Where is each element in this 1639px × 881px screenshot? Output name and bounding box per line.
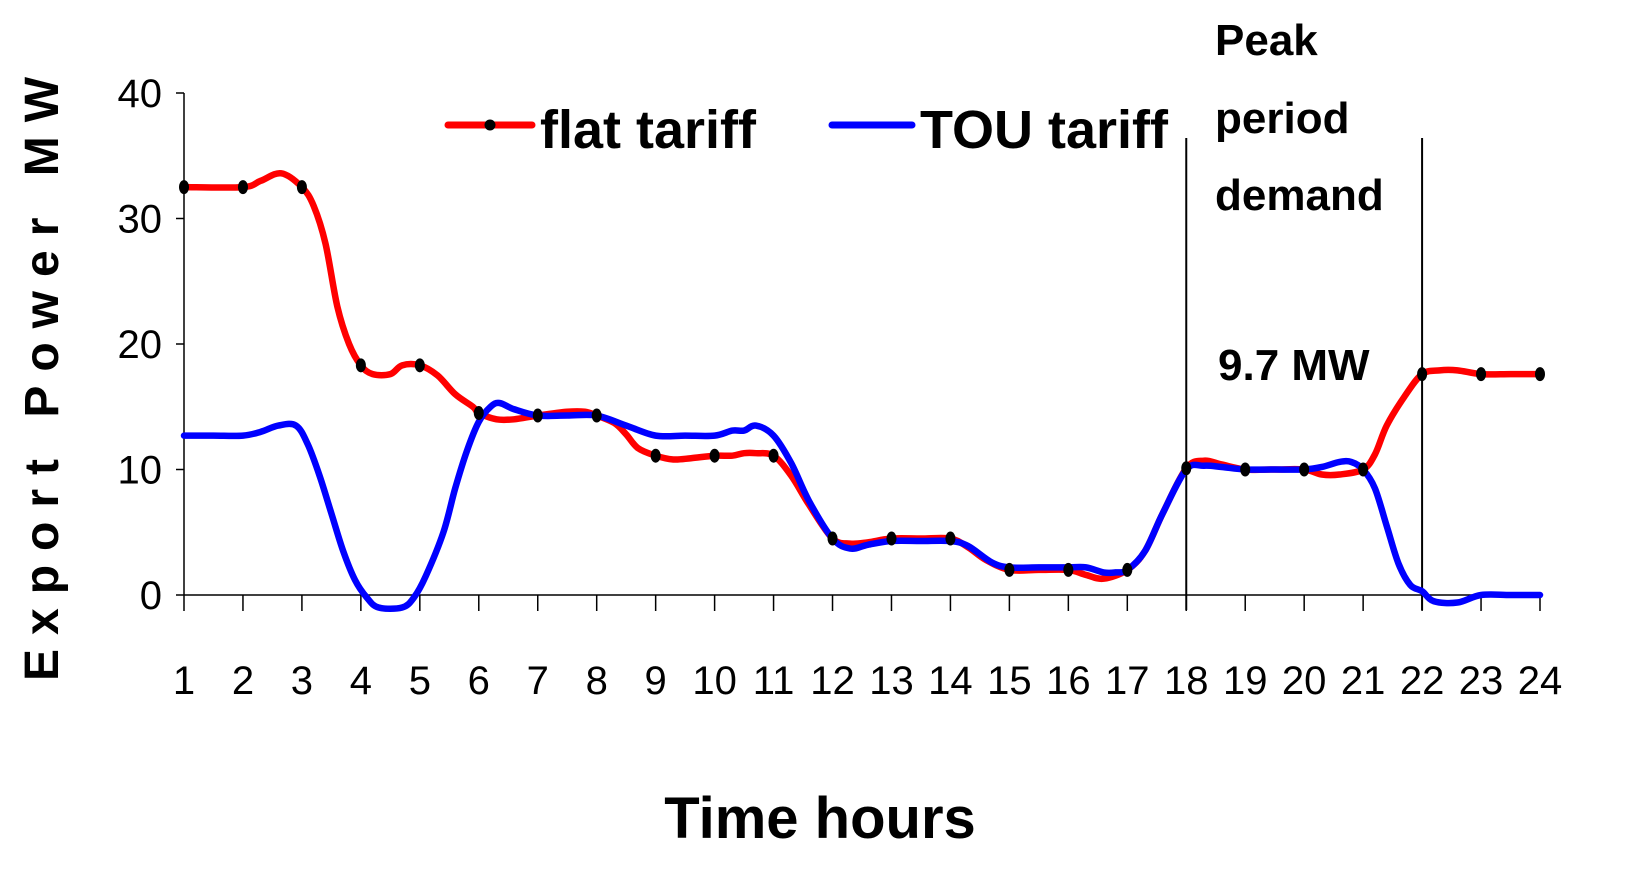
y-tick-label: 30 (118, 198, 163, 242)
y-tick-label: 10 (118, 449, 163, 493)
x-tick-label: 21 (1341, 659, 1386, 703)
data-point-flat-tariff (473, 406, 484, 421)
peak-annotation-line-2: period (1215, 94, 1349, 143)
data-point-flat-tariff (650, 448, 661, 463)
data-point-flat-tariff (1122, 562, 1133, 577)
data-point-flat-tariff (355, 358, 366, 373)
series-layer (179, 169, 1545, 613)
x-tick-label: 19 (1223, 659, 1268, 703)
x-tick-label: 16 (1046, 659, 1091, 703)
data-point-flat-tariff (1358, 462, 1369, 477)
peak-annotation-line-3: demand (1215, 171, 1384, 220)
x-tick-label: 10 (692, 659, 737, 703)
x-tick-label: 11 (753, 659, 795, 703)
data-point-flat-tariff (532, 408, 543, 423)
y-ticks: 0 10 20 30 40 (118, 72, 184, 618)
x-tick-label: 20 (1282, 659, 1327, 703)
data-point-flat-tariff (237, 180, 248, 195)
x-tick-label: 9 (645, 659, 667, 703)
peak-annotation: Peak period demand 9.7 MW (1215, 16, 1384, 390)
data-point-flat-tariff (1063, 562, 1074, 577)
legend-marker-flat-tariff (484, 119, 496, 131)
peak-demand-value: 9.7 MW (1218, 341, 1370, 390)
x-tick-label: 5 (409, 659, 431, 703)
data-point-flat-tariff (945, 531, 956, 546)
x-tick-label: 22 (1400, 659, 1445, 703)
data-point-flat-tariff (1535, 367, 1545, 382)
x-tick-label: 7 (527, 659, 549, 703)
data-point-flat-tariff (827, 531, 838, 546)
series-line-tou-tariff (180, 399, 1544, 613)
x-tick-label: 23 (1459, 659, 1504, 703)
data-point-flat-tariff (1299, 462, 1310, 477)
data-point-flat-tariff (1417, 367, 1428, 382)
x-ticks: 1 2 3 4 5 6 7 8 9 10 11 12 13 14 15 16 17 18 19 20 21 22 23 24 (173, 595, 1562, 703)
x-tick-label: 8 (586, 659, 608, 703)
data-point-flat-tariff (1004, 562, 1015, 577)
x-tick-label: 13 (869, 659, 914, 703)
legend-label-tou-tariff: TOU tariff (920, 100, 1169, 160)
data-point-flat-tariff (179, 180, 189, 195)
data-point-flat-tariff (1476, 367, 1487, 382)
legend-label-flat-tariff: flat tariff (540, 100, 757, 160)
x-tick-label: 12 (810, 659, 855, 703)
legend-item-flat-tariff: flat tariff (444, 100, 757, 160)
y-axis-label: Export Power MW (16, 63, 69, 681)
y-tick-label: 20 (118, 323, 163, 367)
data-point-flat-tariff (1240, 462, 1251, 477)
x-tick-label: 15 (987, 659, 1032, 703)
data-point-flat-tariff (296, 180, 307, 195)
x-tick-label: 14 (928, 659, 973, 703)
x-tick-label: 17 (1105, 659, 1150, 703)
x-tick-label: 24 (1518, 659, 1563, 703)
data-point-flat-tariff (414, 358, 425, 373)
data-point-flat-tariff (768, 448, 779, 463)
x-tick-label: 1 (173, 659, 195, 703)
legend: flat tariff TOU tariff (444, 100, 1169, 160)
y-tick-label: 40 (118, 72, 163, 116)
x-tick-label: 18 (1164, 659, 1209, 703)
x-tick-label: 4 (350, 659, 372, 703)
data-point-flat-tariff (1181, 461, 1192, 476)
data-point-flat-tariff (591, 408, 602, 423)
data-point-flat-tariff (886, 531, 897, 546)
data-point-flat-tariff (709, 448, 720, 463)
peak-annotation-line-1: Peak (1215, 16, 1318, 65)
x-tick-label: 6 (468, 659, 490, 703)
y-tick-label: 0 (140, 574, 162, 618)
x-tick-label: 2 (232, 659, 254, 703)
legend-item-tou-tariff: TOU tariff (828, 100, 1169, 160)
x-axis-label: Time hours (664, 786, 976, 851)
x-tick-label: 3 (291, 659, 313, 703)
